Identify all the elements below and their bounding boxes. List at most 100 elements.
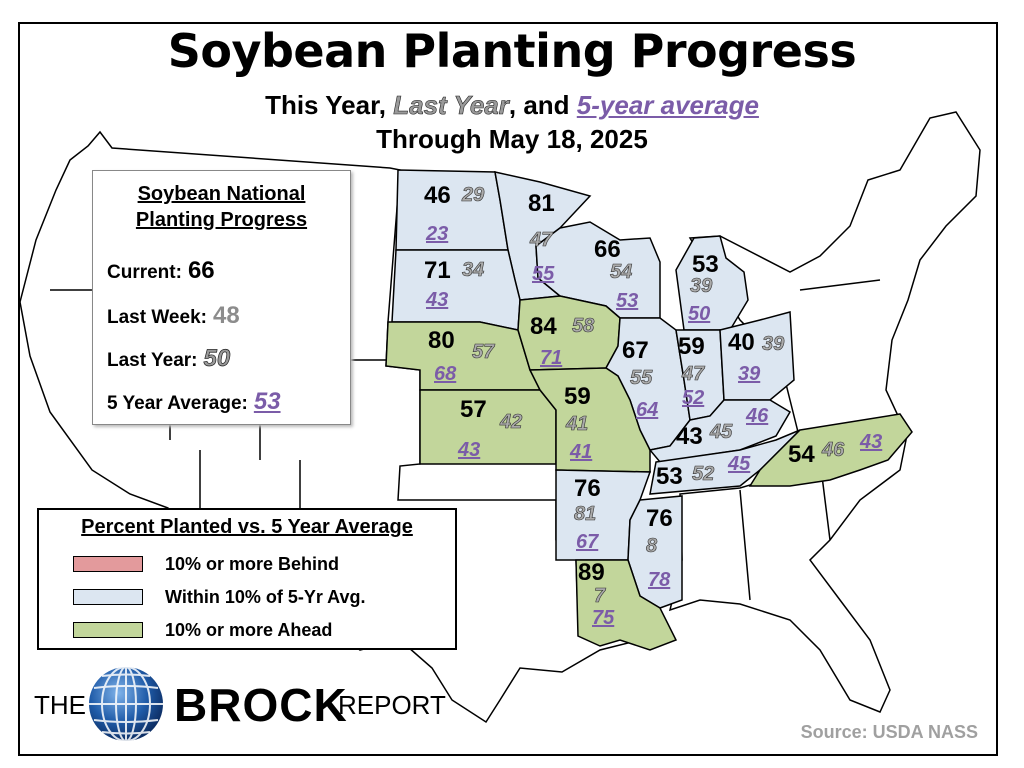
state-5yr-avg-sd: 43	[425, 289, 448, 311]
state-last-year-sd: 34	[462, 259, 484, 281]
state-last-year-ia: 58	[572, 315, 595, 337]
state-current-ia: 84	[530, 313, 557, 340]
legend-swatch-within	[73, 589, 143, 605]
legend-swatch-ahead	[73, 622, 143, 638]
state-5yr-avg-wi: 53	[616, 290, 638, 312]
state-5yr-avg-nd: 23	[425, 223, 448, 245]
state-last-year-ar: 81	[574, 503, 596, 525]
state-5yr-avg-il: 64	[636, 399, 658, 421]
page-title: Soybean Planting Progress	[167, 24, 857, 78]
national-current-label: Current:	[107, 262, 182, 283]
subtitle-5yr-average: 5-year average	[576, 90, 759, 120]
state-last-year-oh: 39	[762, 333, 785, 355]
state-5yr-avg-mi: 50	[688, 303, 710, 325]
logo-the: THE	[34, 690, 86, 720]
state-current-nc: 54	[788, 441, 815, 468]
national-avg-label: 5 Year Average:	[107, 393, 248, 414]
legend-title: Percent Planted vs. 5 Year Average	[81, 516, 413, 538]
state-last-year-ks: 42	[499, 411, 522, 433]
state-last-year-nd: 29	[461, 184, 485, 206]
national-last-week-value: 48	[212, 302, 240, 329]
national-heading: Soybean National Planting Progress	[93, 181, 350, 233]
national-last-year-row: Last Year: 50	[107, 345, 231, 373]
state-last-year-ne: 57	[472, 341, 495, 363]
state-last-year-la: 7	[594, 585, 606, 607]
reporting-states	[385, 169, 913, 651]
subtitle-this-year: This Year,	[265, 90, 394, 120]
northeast-outline	[688, 111, 981, 441]
state-current-oh: 40	[728, 329, 755, 356]
state-5yr-avg-ky: 46	[745, 405, 769, 427]
state-last-year-tn: 52	[692, 463, 714, 485]
state-last-year-mo: 41	[565, 413, 588, 435]
state-current-la: 89	[578, 559, 605, 586]
logo-brock: BROCK	[174, 679, 348, 731]
state-last-year-il: 55	[630, 367, 653, 389]
state-current-tn: 53	[656, 463, 683, 490]
state-shape-mi	[675, 235, 749, 331]
subtitle-last-year: Last Year	[393, 90, 509, 121]
brock-report-logo: THE BROCK REPORT	[34, 664, 454, 744]
state-shape-la	[575, 559, 678, 651]
state-current-ky: 43	[676, 423, 703, 450]
globe-icon	[89, 666, 163, 742]
subtitle-and: , and	[508, 90, 577, 120]
state-current-il: 67	[622, 337, 649, 364]
state-current-nd: 46	[424, 182, 451, 209]
state-current-mo: 59	[564, 383, 591, 410]
state-5yr-avg-tn: 45	[727, 453, 751, 475]
national-current-row: Current: 66	[107, 257, 215, 285]
national-current-value: 66	[187, 257, 215, 284]
legend: Percent Planted vs. 5 Year Average 10% o…	[37, 508, 457, 650]
state-5yr-avg-ne: 68	[434, 363, 457, 385]
state-last-year-mn: 47	[529, 229, 553, 251]
state-last-year-in: 47	[681, 363, 705, 385]
logo-report: REPORT	[338, 690, 446, 720]
legend-label-within: Within 10% of 5-Yr Avg.	[165, 587, 366, 607]
state-5yr-avg-ia: 71	[540, 347, 562, 369]
state-current-ne: 80	[428, 327, 455, 354]
state-shape-nc	[748, 413, 913, 487]
subtitle: This Year, Last Year, and 5-year average	[0, 90, 1024, 121]
legend-label-behind: 10% or more Behind	[165, 554, 340, 574]
state-shape-ks	[419, 389, 557, 465]
state-current-sd: 71	[424, 257, 451, 284]
national-progress-box: Soybean National Planting Progress Curre…	[92, 170, 351, 425]
state-last-year-mi: 39	[690, 275, 713, 297]
national-avg-row: 5 Year Average: 53	[107, 388, 281, 416]
state-5yr-avg-mn: 55	[532, 263, 555, 285]
state-5yr-avg-mo: 41	[569, 441, 592, 463]
state-5yr-avg-ar: 67	[576, 531, 599, 553]
map-frame	[18, 22, 998, 756]
state-current-wi: 66	[594, 236, 621, 263]
state-5yr-avg-in: 52	[682, 387, 704, 409]
state-last-year-ky: 45	[709, 421, 733, 443]
national-heading-line1: Soybean National	[137, 183, 306, 205]
state-current-ks: 57	[460, 396, 487, 423]
state-5yr-avg-ms: 78	[648, 569, 671, 591]
legend-swatch-behind	[73, 556, 143, 572]
national-last-week-label: Last Week:	[107, 307, 207, 328]
national-last-week-row: Last Week: 48	[107, 302, 240, 330]
state-current-mi: 53	[692, 251, 719, 278]
state-shape-nd	[395, 169, 509, 251]
national-last-year-label: Last Year:	[107, 350, 198, 371]
state-5yr-avg-oh: 39	[738, 363, 761, 385]
state-last-year-ms: 8	[646, 535, 658, 557]
state-5yr-avg-nc: 43	[859, 431, 882, 453]
national-last-year-value: 50	[203, 345, 231, 373]
source-note: Source: USDA NASS	[800, 722, 978, 742]
state-current-ar: 76	[574, 475, 601, 502]
legend-label-ahead: 10% or more Ahead	[165, 620, 333, 640]
state-shape-sd	[391, 249, 521, 331]
national-avg-value: 53	[253, 388, 281, 415]
state-current-mn: 81	[528, 190, 555, 217]
state-5yr-avg-la: 75	[592, 607, 615, 629]
state-current-in: 59	[678, 333, 705, 360]
dateline: Through May 18, 2025	[376, 124, 648, 154]
state-last-year-nc: 46	[821, 439, 845, 461]
state-last-year-wi: 54	[610, 261, 632, 283]
state-current-ms: 76	[646, 505, 673, 532]
national-heading-line2: Planting Progress	[135, 209, 308, 231]
